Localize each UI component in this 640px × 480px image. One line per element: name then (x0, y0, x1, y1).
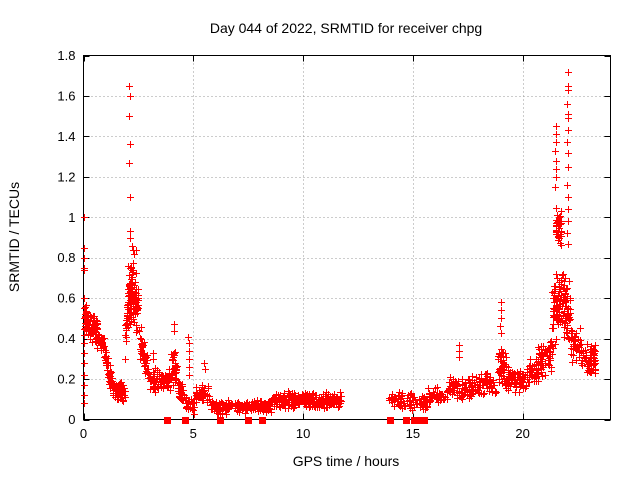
zero-flag-marker (421, 417, 428, 424)
zero-flag-marker (217, 417, 224, 424)
zero-flag-marker (403, 417, 410, 424)
x-tick-label: 0 (80, 426, 87, 441)
x-tick-label: 15 (406, 426, 420, 441)
data-points-layer (81, 69, 599, 418)
y-tick-label: 1.8 (57, 48, 75, 63)
zero-markers-layer (164, 417, 428, 424)
srmtid-plus-markers (81, 69, 599, 418)
y-tick-label: 1.6 (57, 88, 75, 103)
y-tick-label: 0.4 (57, 331, 75, 346)
chart-title: Day 044 of 2022, SRMTID for receiver chp… (210, 20, 482, 36)
y-tick-label: 0 (68, 412, 75, 427)
y-axis-label: SRMTID / TECUs (6, 182, 22, 292)
gridlines (83, 55, 611, 420)
x-tick-label: 5 (190, 426, 197, 441)
zero-flag-marker (245, 417, 252, 424)
x-axis-label: GPS time / hours (293, 453, 400, 469)
grid-layer (83, 55, 611, 420)
x-tick-label: 10 (296, 426, 310, 441)
zero-flag-marker (259, 417, 266, 424)
y-tick-label: 0.2 (57, 372, 75, 387)
y-tick-label: 0.8 (57, 250, 75, 265)
plot-border (83, 55, 611, 420)
tick-labels: 0 5 10 15 20 0 0.2 0.4 0.6 0.8 1 1.2 1.4 1.6 1.8 (57, 48, 529, 441)
zero-flag-marker (387, 417, 394, 424)
y-tick-label: 1.4 (57, 129, 75, 144)
y-tick-label: 1 (68, 210, 75, 225)
x-tick-label: 20 (515, 426, 529, 441)
y-tick-label: 1.2 (57, 169, 75, 184)
y-tick-label: 0.6 (57, 291, 75, 306)
zero-flag-marker (182, 417, 189, 424)
zero-flag-marker (414, 417, 421, 424)
zero-flag-marker (164, 417, 171, 424)
